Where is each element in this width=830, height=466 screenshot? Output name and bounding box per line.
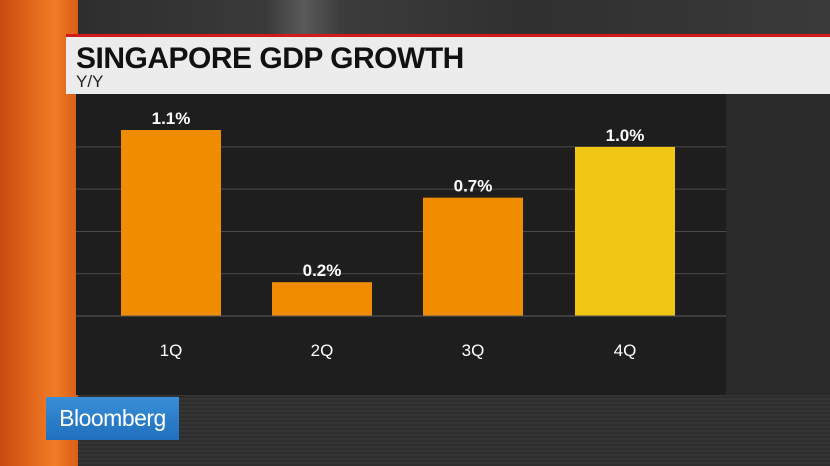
x-tick-label-3Q: 3Q [462,341,485,360]
chart-title: SINGAPORE GDP GROWTH [76,42,464,75]
x-tick-label-4Q: 4Q [614,341,637,360]
chart-subtitle: Y/Y [76,72,104,91]
bar-3Q [423,197,523,316]
x-tick-label-1Q: 1Q [160,341,183,360]
data-label-3Q: 0.7% [454,177,493,196]
data-label-1Q: 1.1% [152,109,191,128]
bar-chart: 1.1% 1Q 0.2% 2Q 0.7% 3Q 1.0% 4Q [76,109,726,360]
bar-2Q [272,282,372,316]
data-label-2Q: 0.2% [303,261,342,280]
bar-4Q [575,146,675,316]
bloomberg-logo: Bloomberg [46,397,179,440]
background-orange-stripe [0,0,78,466]
bar-1Q [121,130,221,316]
chart-panel: 1.1% 1Q 0.2% 2Q 0.7% 3Q 1.0% 4Q [76,94,726,395]
title-accent-rule [66,34,830,37]
background-lower-panel [78,395,830,466]
background-top-band [78,0,830,36]
title-block: SINGAPORE GDP GROWTH Y/Y [66,37,830,94]
x-tick-label-2Q: 2Q [311,341,334,360]
data-label-4Q: 1.0% [606,126,645,145]
